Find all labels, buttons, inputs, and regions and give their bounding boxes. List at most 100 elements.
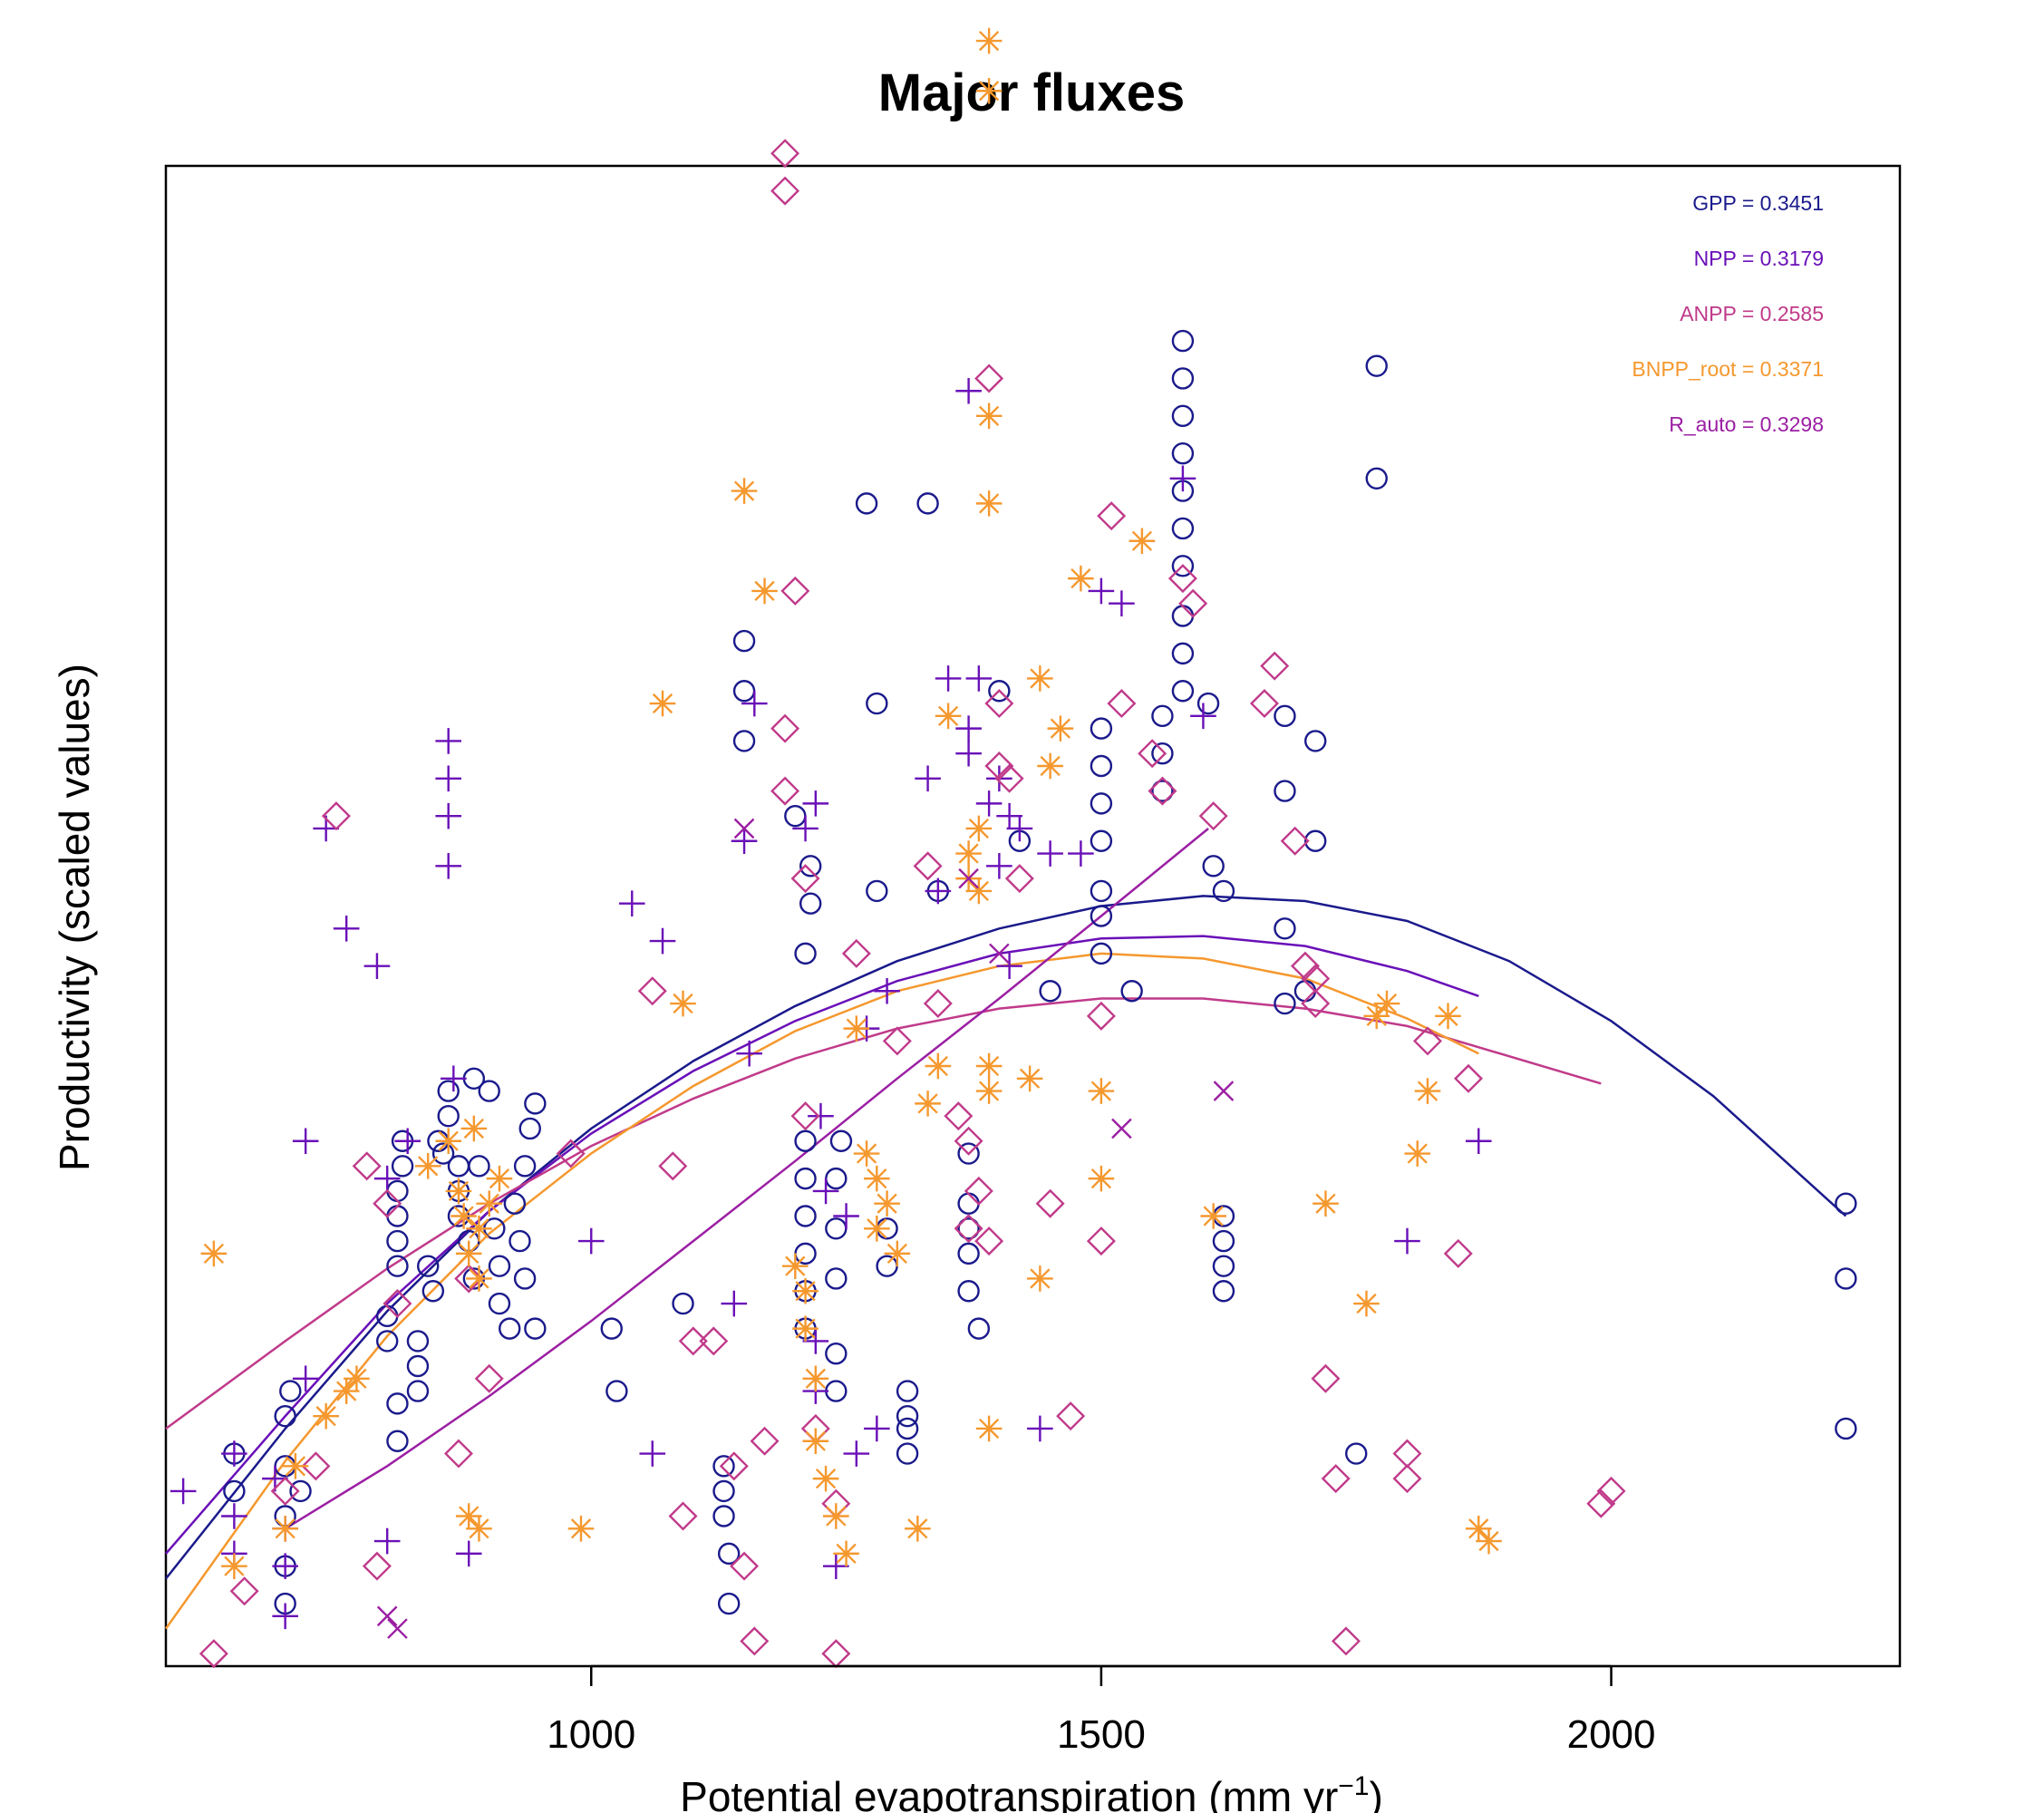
bnpp-point xyxy=(915,1091,941,1117)
npp-point xyxy=(272,1603,298,1630)
gpp-point xyxy=(866,879,888,903)
gpp-point xyxy=(1171,642,1195,665)
gpp-point xyxy=(1151,742,1174,765)
npp-point xyxy=(874,977,900,1004)
npp-point xyxy=(373,1527,401,1555)
anpp-point xyxy=(668,1501,698,1531)
gpp-point xyxy=(825,1380,848,1402)
gpp-point xyxy=(513,1155,537,1178)
gpp-point xyxy=(437,1104,460,1128)
gpp-point xyxy=(896,1404,919,1428)
bnpp-point xyxy=(455,1503,482,1529)
bnpp-point xyxy=(1373,990,1400,1017)
npp-point xyxy=(1068,840,1094,867)
npp-point xyxy=(864,1415,890,1442)
bnpp-point xyxy=(1088,1078,1115,1104)
anpp-point xyxy=(474,1363,504,1393)
gpp-point xyxy=(825,1217,848,1240)
gpp-point xyxy=(794,1242,817,1265)
gpp-point xyxy=(1274,917,1296,940)
npp-point xyxy=(1006,815,1033,842)
gpp-point xyxy=(289,1479,312,1503)
npp-point xyxy=(792,815,819,842)
legend-entry: ANPP = 0.2585 xyxy=(1680,302,1824,325)
gpp-point xyxy=(794,942,817,965)
anpp-point xyxy=(770,713,800,743)
gpp-point xyxy=(825,1167,848,1190)
gpp-point xyxy=(1212,1229,1235,1253)
gpp-point xyxy=(1090,879,1113,903)
gpp-point xyxy=(732,680,756,703)
npp-point xyxy=(394,1128,421,1155)
rauto-point xyxy=(733,818,755,839)
bnpp-point xyxy=(272,1515,298,1542)
gpp-point xyxy=(855,492,878,515)
gpp-point xyxy=(794,1205,817,1227)
gpp-point xyxy=(916,492,939,515)
gpp-point xyxy=(406,1330,430,1352)
anpp-point xyxy=(301,1451,331,1481)
bnpp-point xyxy=(466,1265,492,1292)
gpp-point xyxy=(406,1354,430,1378)
gpp-point xyxy=(1196,692,1220,715)
gpp-point xyxy=(223,1479,246,1503)
bnpp-point xyxy=(486,1165,513,1192)
gpp-point xyxy=(1365,354,1388,377)
bnpp-point xyxy=(975,490,1003,517)
npp-point xyxy=(843,1440,870,1467)
npp-point xyxy=(639,1440,666,1467)
anpp-point xyxy=(740,1626,770,1656)
npp-point xyxy=(915,765,941,792)
legend-entry: BNPP_root = 0.3371 xyxy=(1632,357,1824,381)
bnpp-point xyxy=(905,1515,931,1542)
data-points xyxy=(170,27,1857,1669)
gpp-point xyxy=(1345,1442,1368,1465)
anpp-point xyxy=(1148,776,1177,806)
gpp-point xyxy=(600,1317,623,1340)
gpp-point xyxy=(375,1304,399,1328)
gpp-point xyxy=(799,892,822,915)
bnpp-point xyxy=(955,840,982,867)
anpp-point xyxy=(1586,1488,1616,1518)
gpp-point xyxy=(1202,855,1225,877)
anpp-point xyxy=(750,1426,780,1456)
npp-point xyxy=(435,802,462,829)
bnpp-point xyxy=(649,690,676,717)
anpp-point xyxy=(1086,1001,1116,1031)
bnpp-point xyxy=(455,1240,482,1267)
y-axis-label: Productivity (scaled values) xyxy=(51,664,98,1171)
gpp-point xyxy=(794,1167,817,1190)
anpp-point xyxy=(770,776,800,806)
gpp-point xyxy=(1120,980,1143,1003)
bnpp-point xyxy=(200,1240,228,1267)
gpp-point xyxy=(896,1442,919,1465)
gpp-point xyxy=(672,1292,694,1315)
gpp-point xyxy=(784,804,807,828)
npp-point xyxy=(363,953,391,979)
gpp-point xyxy=(957,1142,980,1165)
bnpp-point xyxy=(435,1128,462,1155)
gpp-point xyxy=(1090,754,1113,778)
gpp-point xyxy=(386,1255,409,1277)
npp-point xyxy=(925,877,952,905)
bnpp-point xyxy=(450,1203,477,1229)
anpp-point xyxy=(556,1139,586,1168)
anpp-point xyxy=(362,1551,392,1581)
gpp-point xyxy=(957,1217,980,1240)
anpp-point xyxy=(1249,689,1279,719)
anpp-point xyxy=(1301,964,1331,994)
bnpp-point xyxy=(975,1052,1003,1080)
bnpp-point xyxy=(344,1365,370,1392)
gpp-point xyxy=(896,1380,919,1402)
npp-point xyxy=(170,1478,197,1505)
bnpp-point xyxy=(1047,715,1074,742)
anpp-point xyxy=(821,1639,851,1669)
anpp-point xyxy=(1454,1063,1483,1093)
bnpp-point xyxy=(925,1052,952,1080)
npp-point xyxy=(292,1365,319,1392)
bnpp-point xyxy=(1027,1265,1053,1292)
npp-point xyxy=(292,1128,319,1155)
bnpp-point xyxy=(802,1365,829,1392)
anpp-point xyxy=(1280,826,1310,856)
gpp-point xyxy=(518,1117,541,1140)
